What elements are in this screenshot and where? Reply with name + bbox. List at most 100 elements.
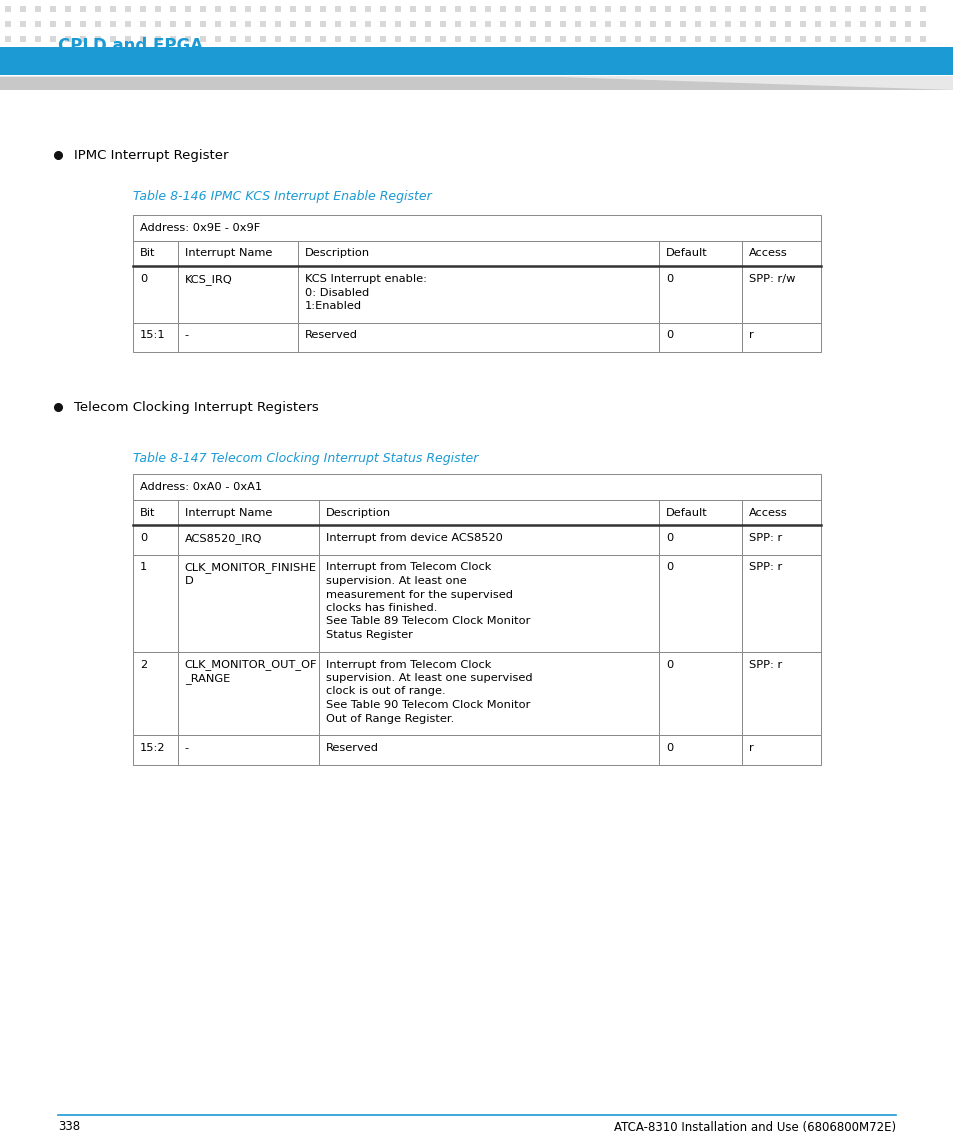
Bar bbox=[365, 21, 371, 27]
Bar bbox=[410, 35, 416, 42]
Bar bbox=[185, 21, 191, 27]
Bar bbox=[544, 52, 551, 57]
Bar bbox=[635, 35, 640, 42]
Text: Default: Default bbox=[665, 507, 707, 518]
Bar bbox=[132, 500, 177, 526]
Bar bbox=[0, 47, 953, 76]
Bar bbox=[177, 500, 318, 526]
Bar bbox=[50, 35, 56, 42]
Bar bbox=[230, 21, 235, 27]
Bar bbox=[5, 6, 11, 11]
Bar bbox=[5, 52, 11, 57]
Bar bbox=[741, 323, 821, 352]
Text: Address: 0xA0 - 0xA1: Address: 0xA0 - 0xA1 bbox=[140, 482, 262, 492]
Bar bbox=[379, 6, 386, 11]
Bar bbox=[664, 21, 670, 27]
Bar bbox=[177, 526, 318, 554]
Bar bbox=[859, 6, 865, 11]
Text: Address: 0x9E - 0x9F: Address: 0x9E - 0x9F bbox=[140, 223, 260, 232]
Bar bbox=[889, 6, 895, 11]
Bar bbox=[619, 21, 625, 27]
Bar bbox=[110, 52, 116, 57]
Bar bbox=[589, 6, 596, 11]
Bar bbox=[589, 52, 596, 57]
Text: CLK_MONITOR_FINISHE: CLK_MONITOR_FINISHE bbox=[185, 562, 316, 574]
Bar bbox=[290, 52, 295, 57]
Bar bbox=[484, 21, 491, 27]
Text: Telecom Clocking Interrupt Registers: Telecom Clocking Interrupt Registers bbox=[74, 401, 318, 413]
Bar bbox=[140, 52, 146, 57]
Bar bbox=[80, 52, 86, 57]
Bar bbox=[589, 21, 596, 27]
Bar bbox=[140, 21, 146, 27]
Bar bbox=[889, 52, 895, 57]
Bar bbox=[439, 21, 446, 27]
Bar bbox=[659, 500, 741, 526]
Bar bbox=[740, 35, 745, 42]
Bar bbox=[395, 21, 400, 27]
Bar bbox=[290, 6, 295, 11]
Bar bbox=[470, 52, 476, 57]
Bar bbox=[754, 35, 760, 42]
Bar bbox=[814, 21, 821, 27]
Bar bbox=[695, 35, 700, 42]
Bar bbox=[200, 6, 206, 11]
Text: 15:2: 15:2 bbox=[140, 743, 165, 753]
Bar bbox=[575, 6, 580, 11]
Bar bbox=[709, 6, 716, 11]
Bar bbox=[319, 35, 326, 42]
Bar bbox=[889, 21, 895, 27]
Text: Interrupt Name: Interrupt Name bbox=[185, 248, 272, 259]
Bar bbox=[919, 6, 925, 11]
Bar bbox=[754, 21, 760, 27]
Bar bbox=[410, 52, 416, 57]
Bar bbox=[695, 52, 700, 57]
Bar bbox=[245, 21, 251, 27]
Bar bbox=[904, 6, 910, 11]
Bar bbox=[530, 21, 536, 27]
Text: 0: 0 bbox=[665, 660, 673, 670]
Bar bbox=[132, 735, 177, 765]
Bar bbox=[709, 35, 716, 42]
Text: 1:Enabled: 1:Enabled bbox=[305, 301, 362, 311]
Bar bbox=[814, 6, 821, 11]
Bar bbox=[20, 6, 26, 11]
Bar bbox=[80, 35, 86, 42]
Bar bbox=[20, 21, 26, 27]
Bar bbox=[170, 52, 175, 57]
Bar bbox=[318, 500, 659, 526]
Bar bbox=[664, 35, 670, 42]
Bar bbox=[754, 6, 760, 11]
Text: 1: 1 bbox=[140, 562, 147, 572]
Text: 0: 0 bbox=[140, 274, 147, 284]
Text: KCS Interrupt enable:: KCS Interrupt enable: bbox=[305, 274, 427, 284]
Bar bbox=[544, 21, 551, 27]
Bar bbox=[335, 52, 340, 57]
Bar bbox=[395, 52, 400, 57]
Bar bbox=[559, 6, 565, 11]
Bar bbox=[154, 21, 161, 27]
Bar bbox=[65, 52, 71, 57]
Bar bbox=[365, 52, 371, 57]
Bar bbox=[20, 52, 26, 57]
Bar bbox=[499, 6, 505, 11]
Bar bbox=[859, 52, 865, 57]
Bar bbox=[800, 35, 805, 42]
Bar bbox=[132, 526, 177, 554]
Bar bbox=[515, 21, 520, 27]
Bar bbox=[260, 21, 266, 27]
Text: See Table 90 Telecom Clock Monitor: See Table 90 Telecom Clock Monitor bbox=[325, 700, 530, 710]
Bar bbox=[214, 6, 221, 11]
Bar bbox=[859, 35, 865, 42]
Bar bbox=[484, 52, 491, 57]
Bar bbox=[769, 52, 775, 57]
Bar bbox=[784, 21, 790, 27]
Bar bbox=[664, 6, 670, 11]
Bar bbox=[80, 21, 86, 27]
Text: Reserved: Reserved bbox=[305, 331, 357, 340]
Text: Bit: Bit bbox=[140, 507, 155, 518]
Bar bbox=[530, 6, 536, 11]
Bar bbox=[679, 6, 685, 11]
Text: SPP: r: SPP: r bbox=[748, 562, 781, 572]
Bar bbox=[154, 6, 161, 11]
